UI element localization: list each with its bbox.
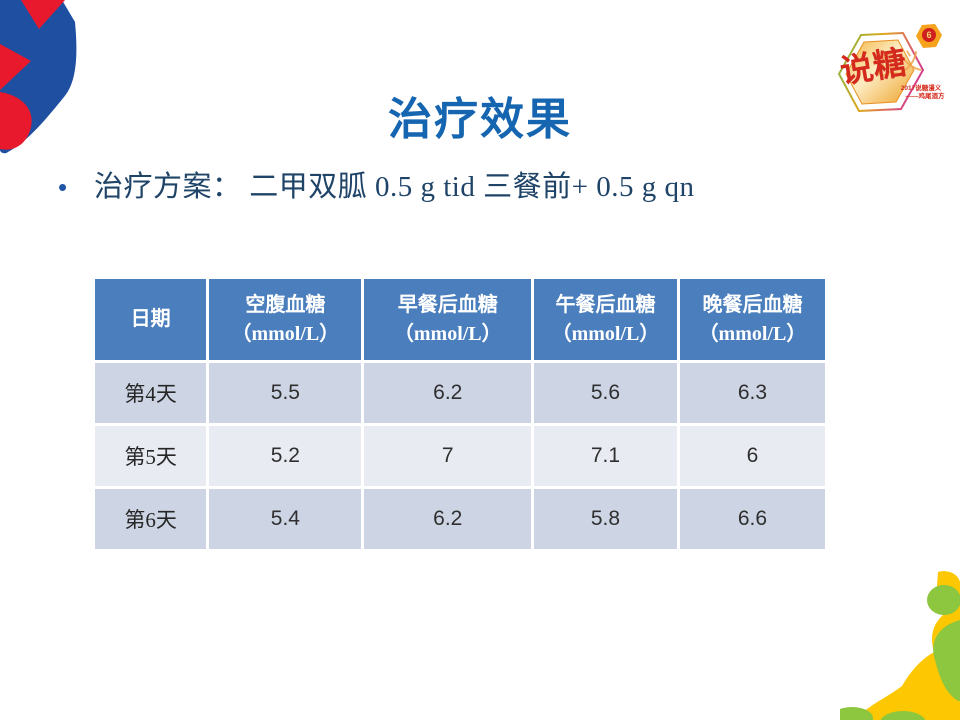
logo-outer-hexagon	[837, 31, 925, 112]
logo-subtext-line2: ——鸡尾酒方	[906, 91, 946, 100]
conference-logo: 6 漫义 说糖 2017说糖漫义 ——鸡尾酒方	[837, 24, 946, 112]
logo-badge-circle	[922, 28, 936, 42]
value-cell: 6.2	[364, 489, 532, 549]
value-cell: 5.5	[209, 363, 362, 423]
corner-ornament-bottom-right-graphic	[840, 571, 960, 720]
header-post-lunch-glucose: 午餐后血糖 （mmol/L）	[534, 279, 677, 360]
header-post-breakfast-glucose: 早餐后血糖 （mmol/L）	[364, 279, 532, 360]
slide-title: 治疗效果	[388, 95, 572, 145]
value-cell: 5.8	[534, 489, 677, 549]
value-cell: 7	[364, 426, 532, 486]
value-cell: 6.2	[364, 363, 532, 423]
value-cell: 6	[679, 426, 825, 486]
header-date: 日期	[95, 279, 207, 360]
table-row: 第5天 5.2 7 7.1 6	[95, 426, 825, 486]
logo-badge-text: 6	[926, 30, 931, 40]
row-day-label: 第6天	[95, 489, 207, 549]
row-day-label: 第5天	[95, 426, 207, 486]
table-row: 第6天 5.4 6.2 5.8 6.6	[95, 489, 825, 549]
bullet-marker: •	[58, 172, 68, 202]
table-header-row: 日期 空腹血糖 （mmol/L） 早餐后血糖 （mmol/L） 午餐后血糖 （m…	[95, 279, 825, 360]
table-row: 第4天 5.5 6.2 5.6 6.3	[95, 363, 825, 423]
value-cell: 6.6	[679, 489, 825, 549]
logo-subtext-line1: 2017说糖漫义	[901, 83, 942, 92]
glucose-results-table: 日期 空腹血糖 （mmol/L） 早餐后血糖 （mmol/L） 午餐后血糖 （m…	[92, 276, 828, 552]
header-fasting-glucose: 空腹血糖 （mmol/L）	[209, 279, 362, 360]
logo-ghost-text: 漫义	[872, 48, 923, 81]
value-cell: 5.4	[209, 489, 362, 549]
value-cell: 5.6	[534, 363, 677, 423]
logo-inner-hexagon	[845, 39, 915, 105]
value-cell: 6.3	[679, 363, 825, 423]
row-day-label: 第4天	[95, 363, 207, 423]
value-cell: 5.2	[209, 426, 362, 486]
value-cell: 7.1	[534, 426, 677, 486]
header-post-dinner-glucose: 晚餐后血糖 （mmol/L）	[679, 279, 825, 360]
treatment-plan-text: 治疗方案： 二甲双胍 0.5 g tid 三餐前+ 0.5 g qn	[94, 171, 695, 203]
treatment-plan-bullet: • 治疗方案： 二甲双胍 0.5 g tid 三餐前+ 0.5 g qn	[58, 168, 918, 206]
